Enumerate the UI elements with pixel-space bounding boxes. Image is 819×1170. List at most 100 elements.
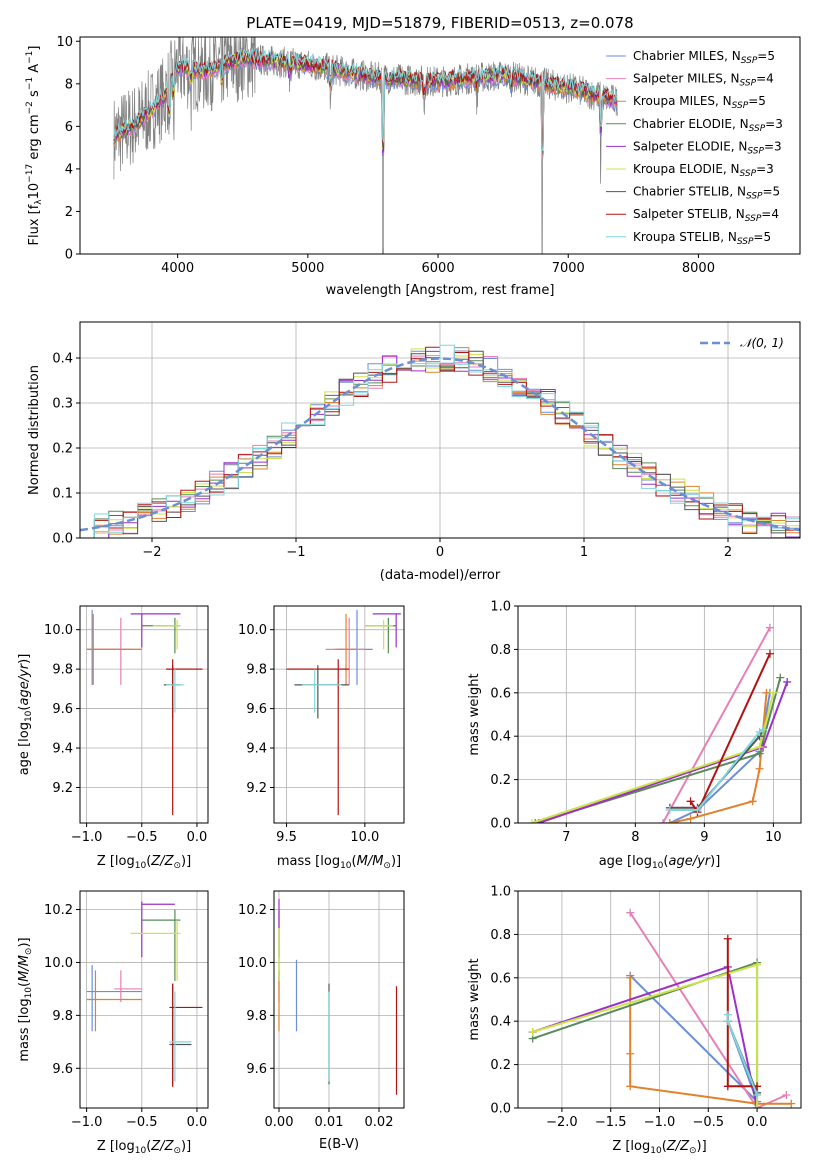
series-marker — [665, 805, 674, 814]
series-marker — [762, 688, 771, 697]
mass-vs-z-xlabel-part: Z [log — [97, 1139, 135, 1154]
y-tick-label: 0.2 — [490, 1058, 511, 1073]
legend-label-text: Chabrier STELIB, N — [633, 185, 746, 199]
y-tick-label: 0.6 — [490, 686, 511, 701]
legend-label-sub: SSP — [741, 56, 758, 66]
x-tick-label: −0.5 — [126, 830, 158, 845]
series-marker — [765, 623, 774, 632]
age-vs-z-xlabel: Z [log10(Z/Z⊙)] — [97, 854, 191, 871]
spectrum-model-line — [113, 55, 618, 159]
plot-area — [286, 609, 401, 816]
series-marker — [527, 819, 536, 823]
y-tick-label: 0.6 — [490, 971, 511, 986]
mass-vs-z-ylabel-part: M/M — [17, 955, 32, 982]
y-tick-label: 10.0 — [44, 956, 73, 971]
spectrum-ylabel: Flux [fλ10−17 erg cm−2 s−1 A−1] — [25, 46, 44, 246]
series-marker — [787, 1099, 796, 1108]
series-line — [535, 677, 782, 823]
x-tick-label: 0.02 — [365, 1115, 394, 1130]
mass-vs-z-xlabel-part: ⊙ — [173, 1146, 181, 1156]
series-line — [669, 728, 764, 811]
series-marker — [528, 1028, 537, 1037]
legend-label: Salpeter MILES, NSSP=4 — [633, 72, 774, 89]
x-tick-label: 0 — [436, 545, 444, 560]
spectrum-ylabel-part: −1 — [25, 77, 35, 90]
spectrum-ylabel-part: A — [27, 64, 42, 77]
x-tick-label: 10.0 — [350, 830, 379, 845]
histogram-step-line — [80, 344, 800, 538]
panel-residuals: −2 −1 0 1 2 0.0 0.1 0.2 0.3 0.4 𝒩(0, 1) (data-model… — [27, 321, 801, 583]
y-tick-label: 9.4 — [246, 742, 267, 757]
massweight-vs-z-ylabel: mass weight — [467, 958, 482, 1040]
legend-label-text: Salpeter MILES, N — [633, 72, 740, 86]
y-tick-label: 1.0 — [490, 885, 511, 900]
legend-label: Salpeter ELODIE, NSSP=3 — [633, 139, 782, 156]
series-marker — [755, 764, 764, 773]
y-tick-label: 0.3 — [52, 397, 73, 412]
spectrum-ylabel-part: −17 — [25, 164, 35, 183]
massweight-vs-age-xlabel: age [log10(age/yr)] — [599, 854, 721, 871]
age-vs-z-ylabel-part: ( — [17, 706, 32, 711]
series-marker — [658, 819, 667, 823]
age-vs-mass-xlabel-part: M/M — [357, 854, 384, 869]
massweight-vs-z-xlabel-part: ( — [662, 1139, 667, 1154]
legend-label: 𝒩(0, 1) — [740, 336, 784, 350]
series-marker — [723, 1017, 732, 1026]
x-tick-label: 4000 — [161, 261, 194, 276]
series-marker — [686, 797, 695, 806]
panel-massweight_vs_Z: −2.0 −1.5 −1.0 −0.5 0.0 0.0 0.2 0.4 0.6 0.8 1.0 mas… — [467, 885, 802, 1156]
age-vs-z-xlabel-part: ( — [146, 854, 151, 869]
y-tick-label: 0.1 — [52, 487, 73, 502]
series-marker — [753, 1090, 762, 1099]
y-tick-label: 10.0 — [238, 623, 267, 638]
mass-vs-z-ylabel-part: ⊙ — [24, 948, 34, 956]
legend-label-text: Kroupa STELIB, N — [633, 230, 737, 244]
x-tick-label: 9.5 — [276, 830, 297, 845]
y-tick-label: 0.4 — [490, 1015, 511, 1030]
series-marker — [626, 1082, 635, 1091]
series-line — [669, 692, 771, 823]
series-marker — [626, 973, 635, 982]
legend-label-text: Kroupa ELODIE, N — [633, 162, 740, 176]
massweight-vs-age-xlabel-part: age [log — [599, 854, 652, 869]
panel-age_vs_mass: 9.5 10.0 9.2 9.4 9.6 9.8 10.0 mass [log10(M/M⊙)… — [238, 605, 405, 871]
massweight-vs-age-xlabel-part: )] — [710, 854, 720, 869]
x-tick-label: 2 — [724, 545, 732, 560]
legend-label-sub: SSP — [740, 169, 757, 179]
y-tick-label: 0.0 — [490, 817, 511, 832]
age-vs-z-xlabel-part: ⊙ — [173, 861, 181, 871]
series-line — [532, 965, 759, 1108]
mass-vs-z-xlabel-part: Z/Z — [150, 1139, 174, 1154]
y-tick-label: 0.4 — [490, 730, 511, 745]
massweight-vs-z-xlabel-part: )] — [697, 1139, 707, 1154]
y-tick-label: 4 — [65, 162, 73, 177]
y-tick-label: 0.2 — [52, 442, 73, 457]
y-tick-label: 0.8 — [490, 928, 511, 943]
mass-vs-z-xlabel-part: )] — [181, 1139, 191, 1154]
plot-area — [527, 623, 792, 823]
legend-label-text: Salpeter STELIB, N — [633, 207, 745, 221]
legend-label: Kroupa STELIB, NSSP=5 — [633, 230, 771, 247]
y-tick-label: 9.6 — [52, 1062, 73, 1077]
massweight-vs-z-xlabel-part: Z/Z — [666, 1139, 690, 1154]
x-tick-label: −0.5 — [126, 1115, 158, 1130]
legend-label-suffix: =5 — [757, 49, 775, 63]
series-marker — [693, 805, 702, 814]
y-tick-label: 10.0 — [238, 956, 267, 971]
panel-mass_vs_ebv: 0.00 0.01 0.02 9.6 9.8 10.0 10.2 E(B-V) — [238, 890, 405, 1152]
legend-label: Kroupa MILES, NSSP=5 — [633, 94, 766, 111]
residual-xlabel: (data-model)/error — [380, 568, 501, 583]
x-tick-label: 0.0 — [187, 830, 208, 845]
x-tick-label: 0.01 — [315, 1115, 344, 1130]
x-tick-label: 0.0 — [747, 1115, 768, 1130]
series-marker — [765, 649, 774, 658]
spectrum-ylabel-part: erg cm — [27, 114, 42, 163]
series-marker — [626, 908, 635, 917]
age-vs-z-xlabel-part: Z/Z — [150, 854, 174, 869]
age-vs-z-ylabel-part: age/yr — [17, 662, 32, 705]
x-tick-label: −1.5 — [595, 1115, 627, 1130]
panel-mass_vs_Z: −1.0 −0.5 0.09.69.810.010.2Z [log10(Z/Z⊙)]… — [17, 890, 209, 1156]
series-marker — [783, 677, 792, 686]
spectrum-ylabel-part: Flux [f — [27, 204, 42, 245]
legend-label-suffix: =5 — [753, 230, 771, 244]
